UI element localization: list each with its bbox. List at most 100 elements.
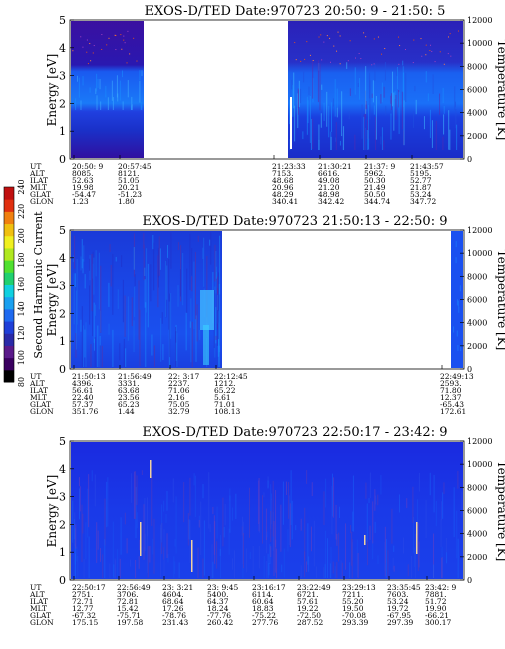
texture-streak: [73, 273, 75, 325]
table-cell: 21.49: [364, 183, 386, 192]
colorbar-swatch: [4, 247, 14, 261]
texture-streak: [158, 236, 160, 276]
table-cell: 23:42: 9: [425, 583, 457, 592]
table-row-label: MLT: [30, 183, 47, 192]
colorbar: 80 100 120 140 160 180 200 220 240 Second Harmon…: [3, 179, 45, 387]
colorbar-frame: [3, 186, 15, 383]
texture-streak: [366, 129, 368, 150]
texture-streak: [219, 235, 221, 295]
table-cell: 344.74: [364, 197, 390, 206]
texture-streak: [104, 539, 106, 578]
texture-streak: [242, 516, 244, 565]
y2tick-label: 8000: [467, 272, 487, 281]
texture-dot: [321, 59, 323, 61]
texture-streak: [454, 101, 456, 108]
texture-streak: [413, 516, 415, 553]
panel-3-ylabel: Energy [eV]: [45, 475, 59, 548]
texture-streak: [443, 114, 445, 135]
texture-streak: [316, 566, 318, 578]
texture-streak: [72, 500, 74, 543]
texture-dot: [457, 30, 459, 32]
texture-streak: [288, 495, 290, 546]
colorbar-swatch: [4, 308, 14, 322]
texture-streak: [375, 495, 377, 505]
table-cell: 1.80: [118, 197, 135, 206]
texture-streak: [191, 248, 193, 276]
texture-streak: [113, 564, 115, 578]
texture-streak: [457, 345, 459, 352]
texture-streak: [187, 513, 189, 546]
table-cell: 2593.: [440, 379, 461, 388]
table-cell: 7603.: [387, 590, 408, 599]
texture-streak: [267, 553, 269, 578]
texture-streak: [410, 555, 412, 578]
texture-streak: [183, 482, 185, 523]
texture-streak: [270, 498, 272, 525]
table-row-label: ALT: [29, 379, 45, 388]
texture-streak: [131, 297, 133, 327]
texture-dot: [295, 59, 297, 61]
texture-dot: [413, 39, 415, 41]
texture-streak: [82, 258, 84, 274]
texture-streak: [443, 482, 445, 495]
table-cell: 22:49:13: [440, 372, 474, 381]
panel-2-title: EXOS-D/TED Date:970723 21:50:13 - 22:50:…: [143, 214, 448, 229]
texture-streak: [150, 460, 152, 478]
texture-streak: [268, 563, 270, 576]
texture-streak: [442, 136, 444, 150]
texture-streak: [81, 504, 83, 563]
texture-dot: [93, 45, 95, 47]
texture-streak: [107, 97, 109, 110]
texture-dot: [312, 59, 314, 61]
texture-streak: [266, 560, 268, 578]
texture-streak: [89, 258, 91, 271]
texture-dot: [412, 62, 414, 64]
texture-streak: [83, 245, 85, 262]
texture-streak: [390, 93, 392, 111]
table-cell: 12.77: [72, 604, 94, 613]
table-cell: 23.56: [118, 393, 140, 402]
texture-dot: [121, 48, 123, 50]
y2tick-label: 4000: [467, 530, 487, 539]
table-cell: 21:23:33: [272, 162, 306, 171]
texture-streak: [271, 493, 273, 501]
table-cell: -77.76: [207, 611, 231, 620]
texture-streak: [197, 548, 199, 578]
y2tick-label: 6000: [467, 296, 487, 305]
texture-streak: [136, 475, 138, 506]
texture-streak: [134, 286, 136, 317]
table-cell: -65.43: [440, 400, 464, 409]
texture-streak: [321, 84, 323, 90]
texture-streak: [418, 472, 420, 492]
texture-streak: [206, 255, 208, 324]
y2tick-label: 4000: [467, 319, 487, 328]
texture-streak: [135, 559, 137, 578]
texture-dot: [126, 62, 128, 64]
table-cell: 197.58: [117, 618, 143, 627]
table-cell: 7153.: [272, 169, 293, 178]
texture-streak: [202, 247, 204, 260]
texture-streak: [197, 547, 199, 578]
texture-streak: [423, 116, 425, 130]
texture-streak: [133, 471, 135, 519]
texture-streak: [332, 561, 334, 574]
texture-streak: [455, 241, 457, 248]
texture-streak: [212, 561, 214, 578]
texture-streak: [178, 562, 180, 578]
texture-streak: [194, 475, 196, 518]
texture-streak: [134, 274, 136, 286]
texture-streak: [213, 515, 215, 555]
texture-streak: [77, 75, 79, 82]
table-cell: 6721.: [297, 590, 318, 599]
texture-dot: [336, 50, 338, 52]
texture-streak: [272, 480, 274, 537]
texture-streak: [416, 522, 418, 554]
ytick-label: 3: [59, 491, 66, 504]
texture-streak: [78, 477, 80, 487]
texture-streak: [433, 533, 435, 578]
table-cell: -75.71: [117, 611, 141, 620]
texture-streak: [123, 338, 125, 367]
table-row-label: ILAT: [30, 176, 48, 185]
table-cell: 48.68: [272, 176, 294, 185]
texture-streak: [366, 503, 368, 543]
